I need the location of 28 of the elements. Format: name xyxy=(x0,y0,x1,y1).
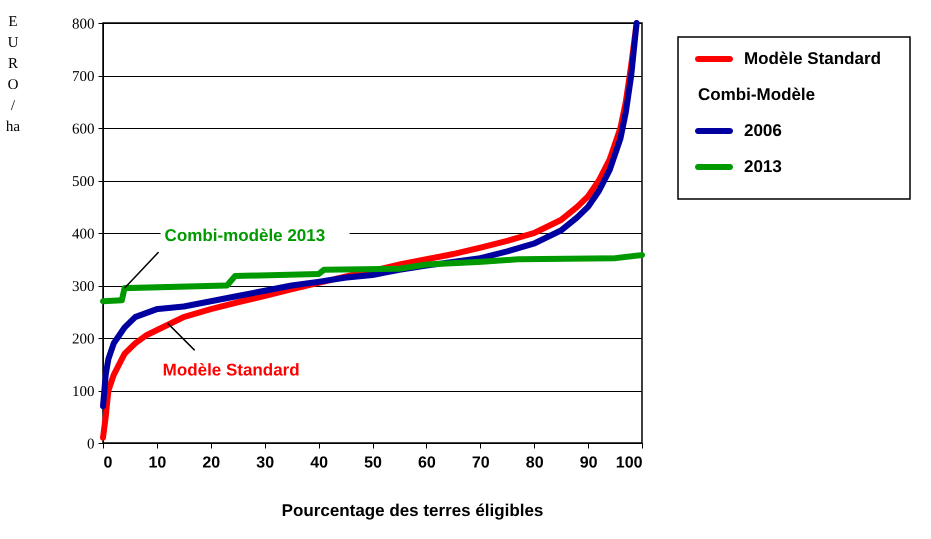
x-tick-label: 30 xyxy=(256,454,274,472)
legend-label: 2006 xyxy=(744,121,782,140)
legend-label: Modèle Standard xyxy=(744,49,881,68)
annotation: Combi-modèle 2013 xyxy=(164,226,326,246)
x-tick-label: 50 xyxy=(364,454,382,472)
x-tick-label: 100 xyxy=(616,454,643,472)
x-tick-label: 70 xyxy=(472,454,490,472)
x-tick-label: 60 xyxy=(418,454,436,472)
x-tick-label: 80 xyxy=(526,454,544,472)
y-axis-title: EURO/ha xyxy=(6,14,20,135)
x-tick-label: 10 xyxy=(148,454,166,472)
x-tick-label: 90 xyxy=(580,454,598,472)
y-tick-label: 300 xyxy=(72,279,94,295)
y-tick-label: 500 xyxy=(72,174,94,190)
annotation: Modèle Standard xyxy=(162,360,300,380)
x-tick-label: 40 xyxy=(310,454,328,472)
y-tick-label: 0 xyxy=(87,436,94,452)
legend-title: Combi-Modèle xyxy=(698,85,816,104)
y-tick-label: 400 xyxy=(72,226,94,242)
x-tick-label: 20 xyxy=(202,454,220,472)
x-tick-label: 0 xyxy=(104,454,112,472)
y-tick-label: 200 xyxy=(72,332,94,348)
y-tick-label: 600 xyxy=(72,122,94,138)
y-tick-label: 700 xyxy=(72,69,94,85)
legend-label: 2013 xyxy=(744,157,782,176)
y-tick-label: 800 xyxy=(72,16,94,32)
x-axis-title: Pourcentage des terres éligibles xyxy=(282,501,544,520)
y-tick-label: 100 xyxy=(72,384,94,400)
